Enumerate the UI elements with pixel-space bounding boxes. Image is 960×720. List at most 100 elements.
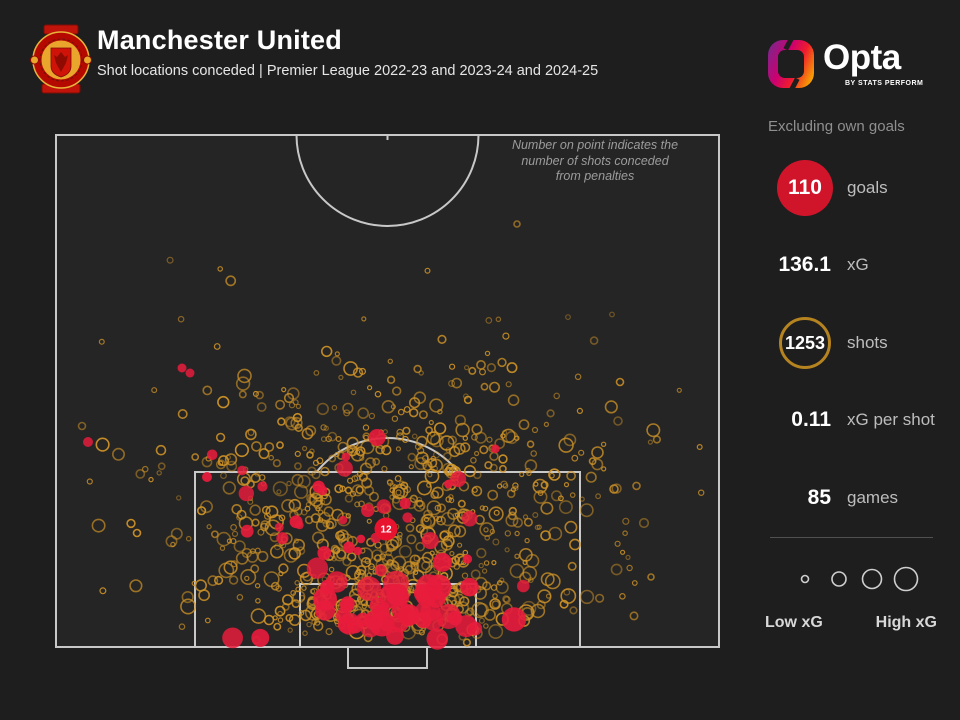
shot-point [281, 387, 287, 393]
shot-point [269, 544, 284, 559]
xg-value: 136.1 [778, 253, 831, 276]
legend-labels: Low xG High xG [765, 614, 937, 632]
shot-point [331, 355, 342, 366]
shot-point [417, 447, 425, 455]
shot-point [360, 556, 372, 568]
shots-label: shots [847, 333, 888, 352]
shot-point [462, 435, 468, 441]
shot-point [129, 579, 143, 593]
shot-point [571, 454, 579, 462]
shot-point [478, 617, 485, 624]
penalty-note-line: number of shots conceded [521, 153, 669, 168]
shot-point [501, 429, 508, 436]
shot-point [468, 366, 477, 375]
shot-point [488, 623, 504, 639]
shot-point [524, 459, 538, 472]
shot-point [453, 442, 466, 455]
shot-point [278, 570, 284, 577]
shot-point [283, 392, 295, 404]
shot-point [567, 561, 577, 571]
shot-point [218, 562, 235, 579]
shot-point [264, 442, 275, 452]
shot-point [367, 385, 373, 391]
shot-point [471, 485, 483, 497]
shot-point [429, 550, 435, 556]
shot-point [312, 531, 325, 544]
shot-point [206, 524, 212, 530]
shot-point [325, 435, 332, 443]
shot-point [247, 429, 255, 437]
crest-right-ball [83, 55, 92, 65]
goal-point [355, 612, 370, 627]
shot-point [491, 559, 497, 566]
shot-point [622, 530, 628, 537]
shot-point [328, 566, 335, 573]
shot-point [488, 506, 504, 522]
shot-point [632, 481, 641, 491]
shot-point [609, 311, 615, 318]
shot-point [647, 573, 655, 581]
shot-point [464, 365, 470, 371]
shot-point [462, 638, 472, 647]
shot-point [676, 387, 682, 393]
shot-point [407, 452, 417, 462]
goal-point [353, 546, 363, 556]
goal-point [312, 480, 325, 493]
shot-point [157, 462, 166, 471]
shot-point [86, 478, 93, 485]
shot-point [317, 509, 324, 515]
shot-point [254, 471, 260, 477]
shot-point [304, 515, 314, 525]
shot-point [251, 441, 262, 452]
goal-frame [347, 646, 428, 669]
shot-point [622, 517, 630, 525]
shot-point [359, 455, 365, 461]
shot-point [286, 480, 292, 487]
shot-point [226, 460, 238, 472]
shot-point [428, 419, 434, 426]
shot-point [579, 503, 594, 518]
shot-point [449, 363, 456, 370]
shot-point [235, 551, 249, 565]
penalty-marker-count: 12 [380, 525, 392, 536]
shot-point [423, 516, 430, 523]
shot-point [350, 447, 365, 462]
legend-low-label: Low xG [765, 614, 823, 631]
shot-point [177, 315, 185, 323]
crest-left-ball [30, 55, 39, 65]
shot-point [361, 477, 373, 489]
shot-point [313, 370, 320, 376]
shot-point [569, 492, 576, 498]
shot-point [244, 575, 250, 582]
goal-point [336, 460, 353, 477]
shot-point [434, 504, 441, 512]
shot-point [502, 483, 509, 489]
shot-point [351, 484, 364, 497]
shot-point [292, 538, 305, 552]
goals-value: 110 [788, 176, 822, 199]
goal-point [379, 617, 393, 632]
shot-point [194, 579, 208, 592]
shot-point [589, 336, 599, 345]
shot-point [368, 412, 376, 420]
shot-point [219, 545, 226, 551]
xg-label: xG [847, 255, 869, 274]
goal-point [356, 534, 366, 544]
shot-point [255, 597, 261, 604]
shot-point [345, 565, 361, 580]
shot-point [386, 479, 392, 485]
opta-logo-hole [778, 50, 804, 78]
shot-point [222, 481, 237, 495]
shot-point [332, 546, 341, 555]
shot-point [455, 422, 470, 438]
shot-point [454, 525, 467, 538]
shot-point [294, 450, 301, 457]
goal-point [317, 546, 332, 560]
shot-point [442, 452, 452, 461]
shot-point [202, 385, 213, 396]
shot-point [492, 593, 498, 599]
shot-point [217, 460, 224, 466]
stat-row-shots: 1253 shots [765, 315, 960, 371]
